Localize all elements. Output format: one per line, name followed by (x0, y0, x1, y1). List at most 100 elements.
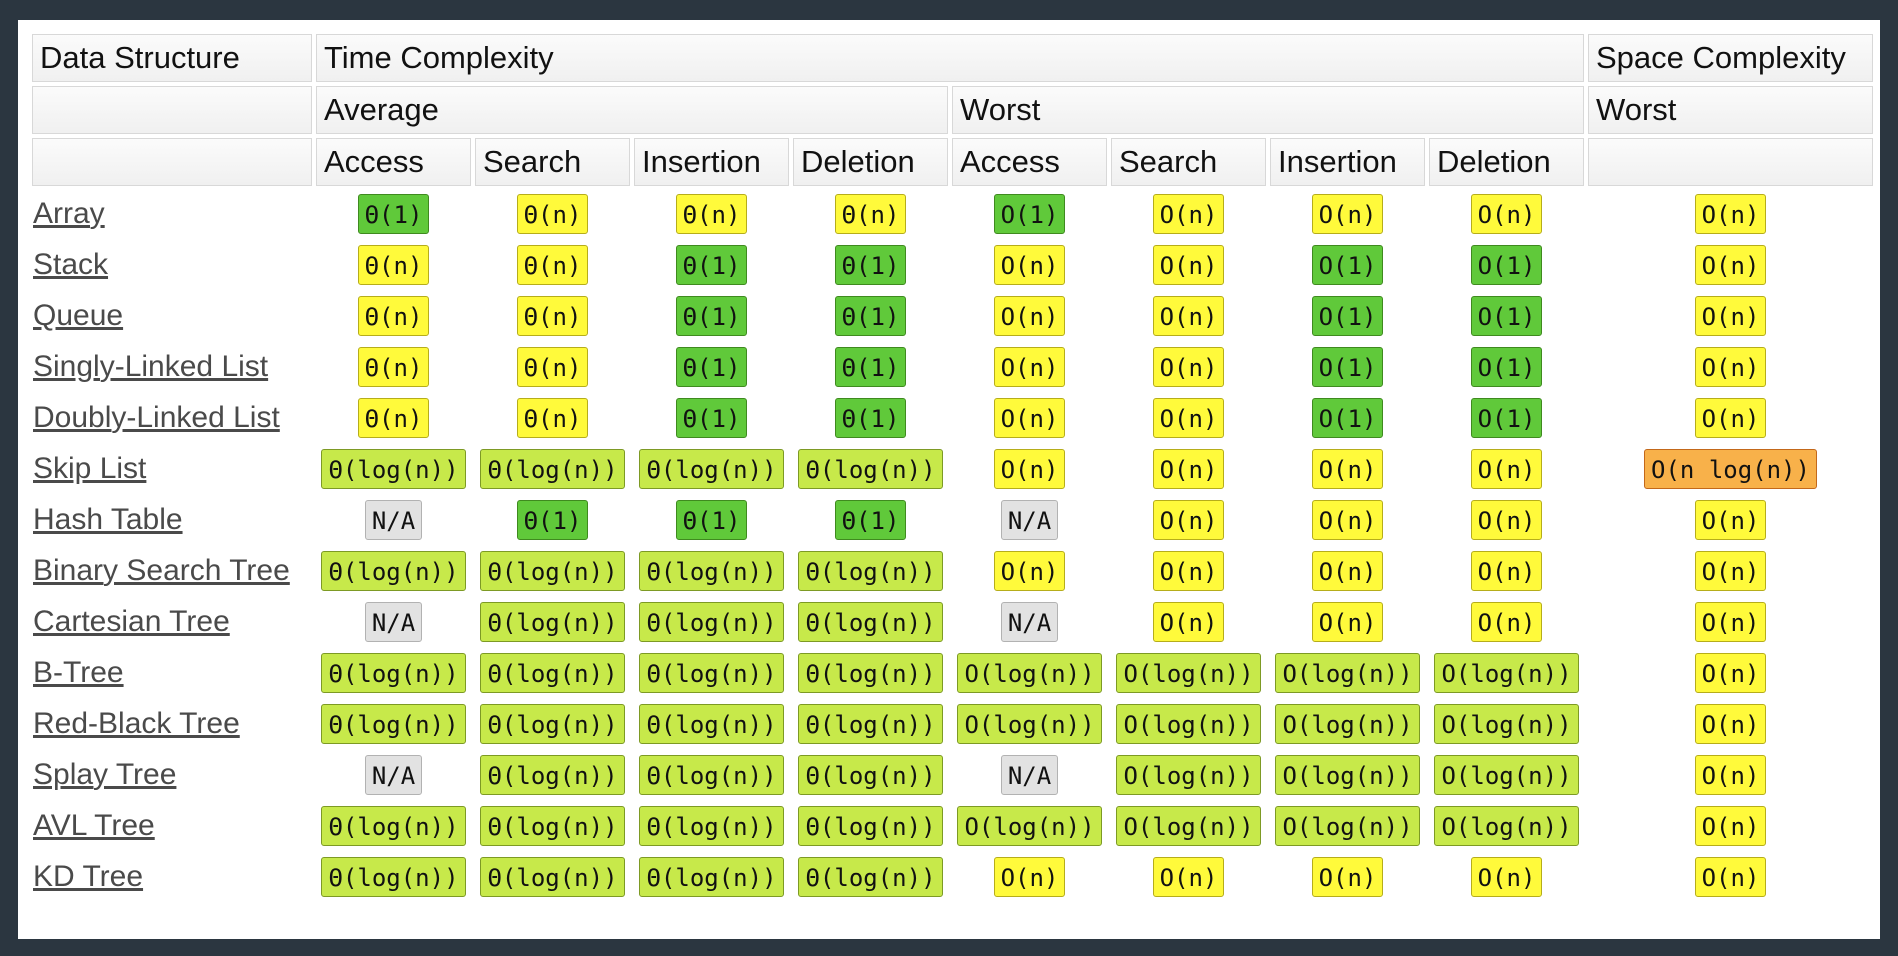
complexity-cell: Θ(1) (634, 343, 789, 390)
data-structure-link[interactable]: Hash Table (33, 502, 183, 536)
complexity-badge: O(n) (1152, 601, 1225, 642)
data-structure-link[interactable]: Stack (33, 247, 109, 281)
complexity-cell: Θ(1) (475, 496, 630, 543)
table-row: Hash Table N/A Θ(1) Θ(1) Θ(1) N/A O(n) O(n) O(n)… (32, 496, 1873, 543)
row-name-cell: Cartesian Tree (32, 598, 312, 645)
complexity-badge: Θ(log(n)) (639, 652, 784, 693)
header-worst: Worst (952, 86, 1584, 134)
complexity-cell: O(n) (1111, 853, 1266, 900)
complexity-cell: O(n) (1429, 496, 1584, 543)
complexity-cell: O(n) (1429, 853, 1584, 900)
complexity-badge: O(n) (1694, 295, 1767, 336)
data-structure-link[interactable]: KD Tree (33, 859, 144, 893)
header-worst-deletion: Deletion (1429, 138, 1584, 186)
complexity-badge: Θ(n) (516, 346, 589, 387)
complexity-table: Data Structure Time Complexity Space Com… (28, 30, 1877, 904)
complexity-badge: O(1) (1470, 244, 1543, 285)
complexity-badge: Θ(log(n)) (639, 703, 784, 744)
complexity-badge: O(n) (1470, 601, 1543, 642)
complexity-badge: O(n) (1152, 346, 1225, 387)
data-structure-link[interactable]: Red-Black Tree (33, 706, 240, 740)
data-structure-link[interactable]: Splay Tree (33, 757, 177, 791)
complexity-cell: O(log(n)) (1270, 649, 1425, 696)
table-row: Skip List Θ(log(n)) Θ(log(n)) Θ(log(n)) Θ(lo… (32, 445, 1873, 492)
header-worst-access: Access (952, 138, 1107, 186)
complexity-cell: O(n) (1111, 445, 1266, 492)
header-avg-search: Search (475, 138, 630, 186)
table-row: KD Tree Θ(log(n)) Θ(log(n)) Θ(log(n)) Θ(log(… (32, 853, 1873, 900)
complexity-badge: Θ(n) (516, 397, 589, 438)
complexity-badge: O(n) (1694, 346, 1767, 387)
header-time-complexity: Time Complexity (316, 34, 1584, 82)
table-row: Singly-Linked List Θ(n) Θ(n) Θ(1) Θ(1) O(n) O(… (32, 343, 1873, 390)
complexity-badge: O(1) (1311, 295, 1384, 336)
complexity-badge: Θ(log(n)) (798, 754, 943, 795)
complexity-cell: O(n) (1111, 496, 1266, 543)
complexity-badge: O(n) (1152, 295, 1225, 336)
data-structure-link[interactable]: Binary Search Tree (33, 553, 290, 587)
row-name-cell: Array (32, 190, 312, 237)
header-row-cases: Average Worst Worst (32, 86, 1873, 134)
header-avg-access: Access (316, 138, 471, 186)
complexity-badge: Θ(log(n)) (798, 448, 943, 489)
space-cell: O(n) (1588, 751, 1873, 798)
complexity-cell: Θ(n) (316, 241, 471, 288)
complexity-badge: O(n) (993, 295, 1066, 336)
complexity-badge: O(n) (1311, 550, 1384, 591)
complexity-cell: O(log(n)) (952, 700, 1107, 747)
complexity-badge: Θ(log(n)) (480, 805, 625, 846)
complexity-badge: Θ(1) (675, 397, 748, 438)
complexity-badge: O(n) (1694, 550, 1767, 591)
complexity-badge: O(1) (1470, 295, 1543, 336)
space-cell: O(n) (1588, 853, 1873, 900)
space-cell: O(n) (1588, 292, 1873, 339)
complexity-cell: Θ(log(n)) (793, 751, 948, 798)
data-structure-link[interactable]: Queue (33, 298, 124, 332)
complexity-badge: O(n) (993, 346, 1066, 387)
complexity-cell: O(log(n)) (1270, 802, 1425, 849)
complexity-badge: Θ(n) (675, 193, 748, 234)
data-structure-link[interactable]: Cartesian Tree (33, 604, 230, 638)
complexity-cell: Θ(log(n)) (634, 751, 789, 798)
complexity-badge: O(n) (1152, 397, 1225, 438)
complexity-cell: Θ(log(n)) (316, 853, 471, 900)
complexity-cell: O(1) (1429, 394, 1584, 441)
data-structure-link[interactable]: AVL Tree (33, 808, 155, 842)
data-structure-link[interactable]: Doubly-Linked List (33, 400, 280, 434)
data-structure-link[interactable]: Array (33, 196, 105, 230)
complexity-cell: Θ(n) (316, 343, 471, 390)
complexity-badge: O(1) (1470, 397, 1543, 438)
complexity-cell: Θ(1) (634, 496, 789, 543)
data-structure-link[interactable]: Singly-Linked List (33, 349, 269, 383)
row-name-cell: B-Tree (32, 649, 312, 696)
data-structure-link[interactable]: B-Tree (33, 655, 124, 689)
complexity-badge: O(log(n)) (1434, 703, 1579, 744)
complexity-badge: O(log(n)) (1275, 652, 1420, 693)
complexity-badge: O(1) (993, 193, 1066, 234)
complexity-badge: O(log(n)) (1434, 754, 1579, 795)
complexity-badge: O(n) (1152, 550, 1225, 591)
complexity-cell: O(n) (1111, 343, 1266, 390)
complexity-badge: Θ(1) (834, 499, 907, 540)
complexity-badge: O(n) (1470, 448, 1543, 489)
complexity-cell: O(n) (1111, 394, 1266, 441)
complexity-cell: Θ(log(n)) (316, 649, 471, 696)
complexity-cell: O(n) (1429, 445, 1584, 492)
complexity-badge: Θ(log(n)) (321, 550, 466, 591)
complexity-badge: Θ(log(n)) (321, 856, 466, 897)
complexity-cell: O(n) (1270, 547, 1425, 594)
complexity-cell: O(n) (1429, 190, 1584, 237)
complexity-cell: Θ(1) (793, 343, 948, 390)
complexity-cell: Θ(1) (793, 394, 948, 441)
complexity-badge: O(log(n)) (1275, 703, 1420, 744)
complexity-badge: N/A (364, 601, 423, 642)
complexity-cell: O(n) (1429, 547, 1584, 594)
data-structure-link[interactable]: Skip List (33, 451, 147, 485)
complexity-badge: O(n) (1694, 193, 1767, 234)
complexity-cell: O(n) (952, 853, 1107, 900)
complexity-badge: O(log(n)) (957, 703, 1102, 744)
complexity-badge: O(n log(n)) (1644, 448, 1817, 489)
table-row: Splay Tree N/A Θ(log(n)) Θ(log(n)) Θ(log(n))… (32, 751, 1873, 798)
complexity-cell: O(n) (952, 394, 1107, 441)
complexity-badge: O(n) (1470, 856, 1543, 897)
